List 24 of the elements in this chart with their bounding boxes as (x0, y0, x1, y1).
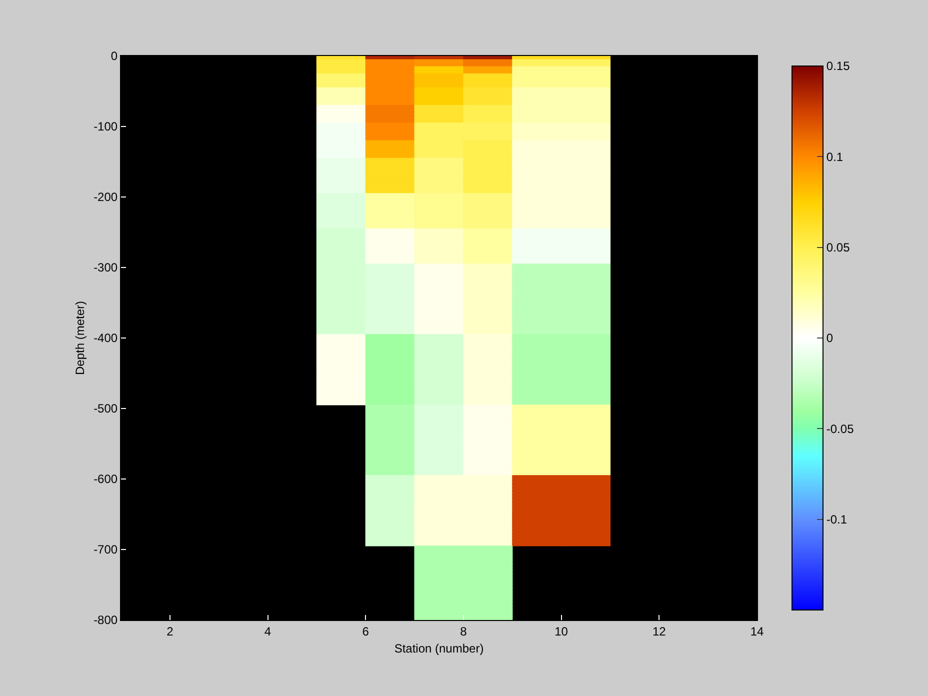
x-tick-label: 2 (166, 624, 174, 638)
color-bar-label: 0.15 (826, 59, 850, 74)
y-tick-label: -700 (94, 542, 118, 557)
color-bar-label: -0.05 (826, 422, 854, 436)
y-tick-label: -400 (94, 331, 118, 346)
y-tick-label: -500 (94, 402, 118, 416)
x-tick-label: 8 (460, 624, 468, 638)
x-tick-label: 6 (362, 624, 370, 638)
color-bar-label: -0.1 (826, 512, 848, 527)
x-axis-title: Station (number) (394, 641, 484, 656)
color-bar-label: 0 (826, 331, 834, 346)
y-tick-label: 0 (110, 49, 118, 64)
x-tick-label: 14 (750, 624, 764, 638)
x-tick-label: 12 (652, 624, 666, 638)
color-bar-label: 0.05 (826, 240, 850, 255)
color-bar-label: 0.1 (826, 150, 844, 164)
y-tick-label: -600 (94, 472, 118, 486)
x-tick-label: 4 (264, 624, 272, 638)
y-axis-title: Depth (meter) (72, 300, 87, 376)
y-tick-label: -200 (94, 190, 118, 204)
y-tick-label: -300 (94, 260, 118, 275)
y-tick-label: -800 (94, 613, 118, 628)
y-tick-label: -100 (94, 120, 118, 134)
x-tick-label: 10 (554, 624, 568, 638)
